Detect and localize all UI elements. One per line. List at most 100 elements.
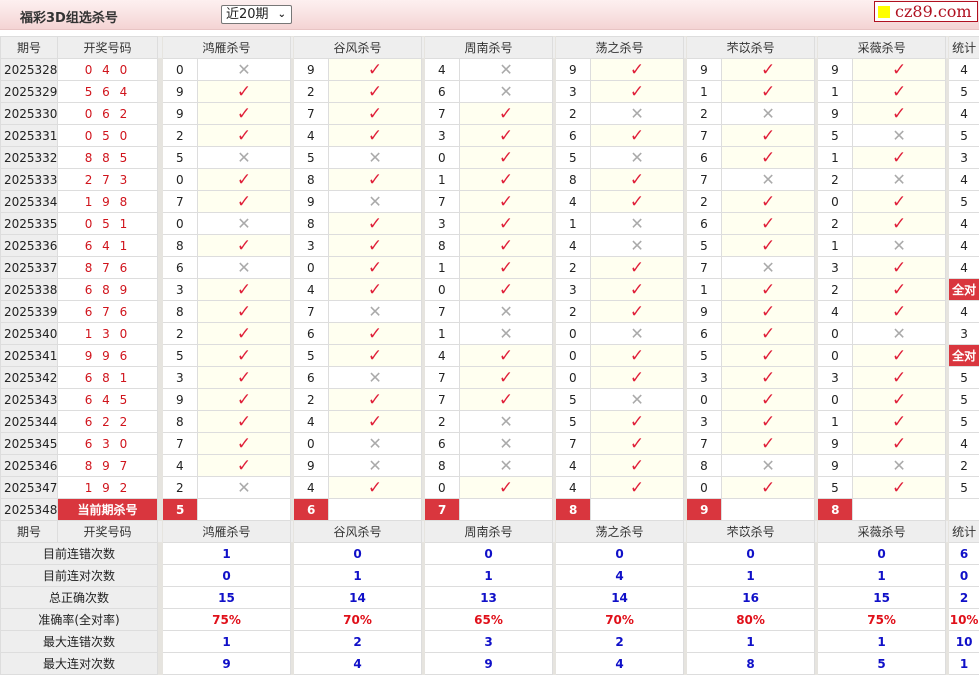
draw-number-cell: 0 5 0	[58, 125, 158, 147]
kill-number-cell: 8	[163, 235, 198, 257]
kill-number-cell: 1	[818, 147, 853, 169]
period-cell: 2025347	[1, 477, 58, 499]
result-cell: ✓	[198, 455, 291, 477]
check-icon: ✓	[630, 456, 644, 476]
result-cell: ✕	[460, 301, 553, 323]
kill-number-cell: 8	[556, 169, 591, 191]
result-cell: ✓	[460, 367, 553, 389]
current-kill-number: 5	[163, 499, 198, 521]
check-icon: ✓	[630, 412, 644, 432]
result-cell: ✓	[198, 301, 291, 323]
cross-icon: ✕	[892, 170, 905, 189]
kill-number-cell: 7	[163, 191, 198, 213]
result-cell: ✓	[329, 235, 422, 257]
kill-number-cell: 9	[818, 433, 853, 455]
stats-label: 准确率(全对率)	[1, 609, 158, 631]
cross-icon: ✕	[892, 236, 905, 255]
result-cell: ✕	[329, 455, 422, 477]
kill-number-cell: 0	[556, 323, 591, 345]
check-icon: ✓	[237, 324, 251, 344]
stats-value: 65%	[425, 609, 553, 631]
check-icon: ✓	[368, 280, 382, 300]
check-icon: ✓	[237, 126, 251, 146]
cross-icon: ✕	[368, 302, 381, 321]
header-bar: 福彩3D组选杀号 近20期⌄ cz89.com	[0, 0, 979, 30]
check-icon: ✓	[761, 434, 775, 454]
cross-icon: ✕	[499, 434, 512, 453]
check-icon: ✓	[892, 148, 906, 168]
period-cell: 2025329	[1, 81, 58, 103]
check-icon: ✓	[499, 258, 513, 278]
result-cell: ✓	[722, 433, 815, 455]
draw-number-cell: 1 9 2	[58, 477, 158, 499]
check-icon: ✓	[499, 346, 513, 366]
cross-icon: ✕	[761, 258, 774, 277]
empty-cell	[722, 499, 815, 521]
result-cell: ✕	[198, 59, 291, 81]
stats-total: 0	[949, 565, 979, 587]
kill-number-cell: 0	[425, 477, 460, 499]
check-icon: ✓	[237, 192, 251, 212]
stat-cell: 3	[949, 323, 979, 345]
kill-number-cell: 6	[556, 125, 591, 147]
result-cell: ✓	[460, 213, 553, 235]
kill-number-cell: 9	[818, 59, 853, 81]
check-icon: ✓	[761, 390, 775, 410]
check-icon: ✓	[368, 214, 382, 234]
result-cell: ✓	[591, 125, 684, 147]
stats-value: 0	[294, 543, 422, 565]
cross-icon: ✕	[761, 456, 774, 475]
result-cell: ✓	[460, 345, 553, 367]
check-icon: ✓	[892, 478, 906, 498]
kill-number-cell: 1	[687, 279, 722, 301]
stats-value: 4	[294, 653, 422, 675]
kill-number-cell: 0	[818, 323, 853, 345]
current-kill-number: 7	[425, 499, 460, 521]
check-icon: ✓	[892, 258, 906, 278]
kill-number-cell: 7	[425, 367, 460, 389]
kill-number-cell: 0	[818, 191, 853, 213]
kill-number-cell: 7	[425, 103, 460, 125]
check-icon: ✓	[499, 236, 513, 256]
period-range-select[interactable]: 近20期⌄	[221, 5, 292, 24]
stats-value: 3	[425, 631, 553, 653]
kill-number-cell: 3	[687, 367, 722, 389]
kill-number-cell: 9	[687, 59, 722, 81]
result-cell: ✓	[853, 191, 946, 213]
period-cell: 2025335	[1, 213, 58, 235]
result-cell: ✕	[722, 103, 815, 125]
stat-cell: 4	[949, 169, 979, 191]
result-cell: ✓	[591, 191, 684, 213]
check-icon: ✓	[630, 60, 644, 80]
check-icon: ✓	[892, 214, 906, 234]
kill-number-cell: 2	[818, 213, 853, 235]
period-cell: 2025337	[1, 257, 58, 279]
result-cell: ✓	[591, 455, 684, 477]
period-cell: 2025334	[1, 191, 58, 213]
result-cell: ✓	[591, 257, 684, 279]
check-icon: ✓	[368, 390, 382, 410]
check-icon: ✓	[499, 478, 513, 498]
header-draw: 开奖号码	[58, 521, 158, 543]
kill-number-cell: 4	[425, 59, 460, 81]
stats-value: 15	[163, 587, 291, 609]
kill-number-cell: 3	[556, 279, 591, 301]
kill-number-cell: 4	[294, 477, 329, 499]
draw-number-cell: 5 6 4	[58, 81, 158, 103]
kill-number-cell: 6	[294, 367, 329, 389]
stats-value: 0	[687, 543, 815, 565]
result-cell: ✓	[460, 103, 553, 125]
kill-number-cell: 5	[687, 235, 722, 257]
kill-number-cell: 6	[687, 213, 722, 235]
check-icon: ✓	[237, 434, 251, 454]
check-icon: ✓	[892, 60, 906, 80]
period-cell: 2025336	[1, 235, 58, 257]
result-cell: ✓	[853, 147, 946, 169]
site-logo[interactable]: cz89.com	[874, 1, 978, 22]
result-cell: ✓	[198, 103, 291, 125]
check-icon: ✓	[499, 170, 513, 190]
stats-row: 准确率(全对率)75%70%65%70%80%75%10%	[1, 609, 979, 631]
